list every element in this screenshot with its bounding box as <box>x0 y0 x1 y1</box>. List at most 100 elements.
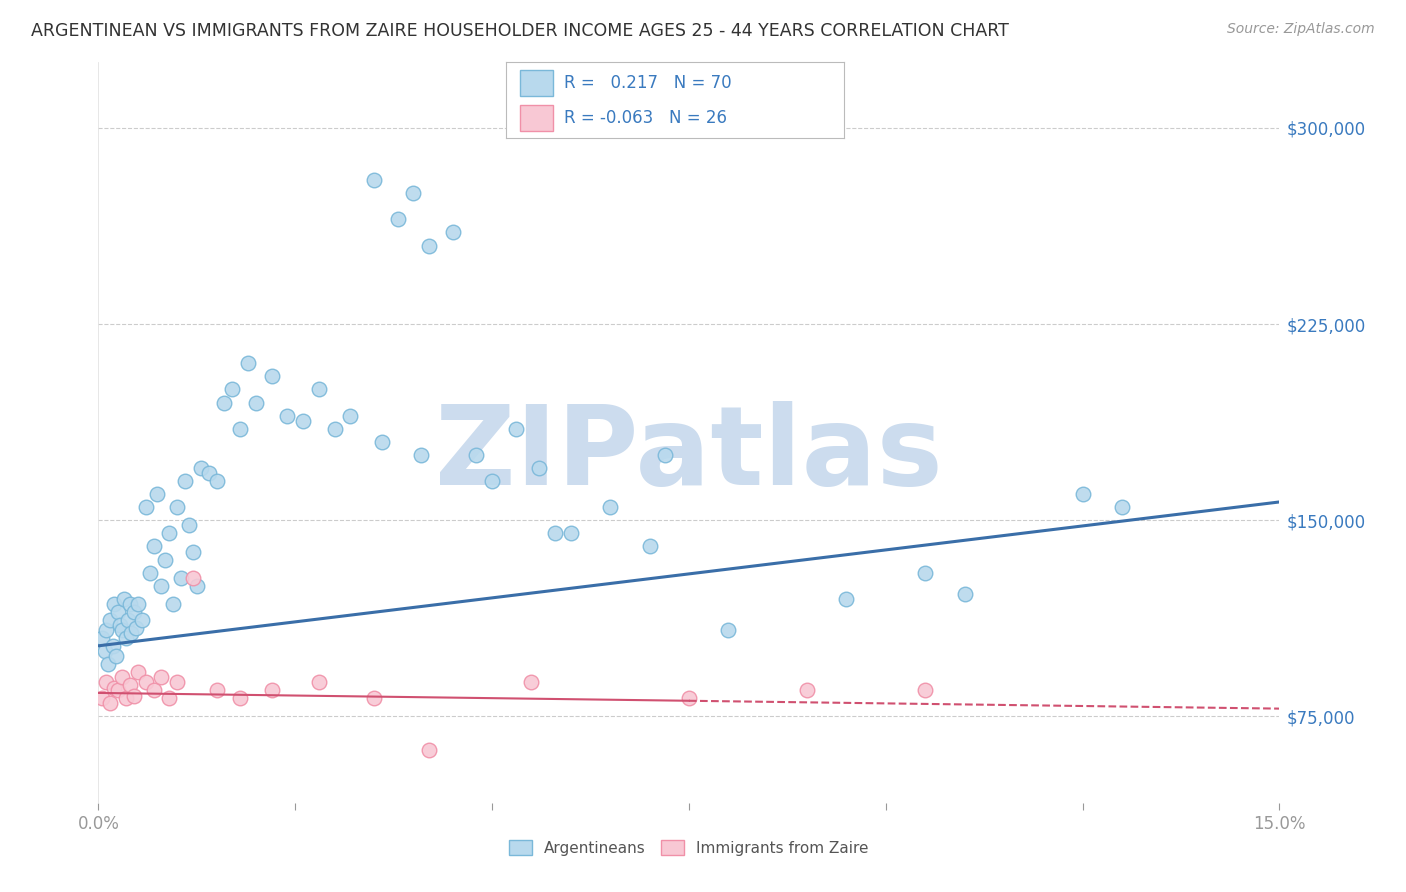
Point <box>166 675 188 690</box>
Point <box>121 625 143 640</box>
Point <box>103 681 125 695</box>
Point <box>131 613 153 627</box>
Point <box>103 597 125 611</box>
Point <box>181 571 204 585</box>
Point <box>118 678 141 692</box>
Point <box>111 670 134 684</box>
Point <box>260 369 283 384</box>
Point <box>96 623 118 637</box>
Point <box>481 474 503 488</box>
Point <box>418 743 440 757</box>
Point <box>127 597 149 611</box>
Point <box>112 591 135 606</box>
Point <box>170 571 193 585</box>
Point <box>236 356 259 370</box>
Point <box>190 461 212 475</box>
Legend: Argentineans, Immigrants from Zaire: Argentineans, Immigrants from Zaire <box>503 834 875 862</box>
Point <box>363 173 385 187</box>
Point <box>186 579 208 593</box>
Point <box>529 461 551 475</box>
Point <box>98 613 121 627</box>
Point <box>125 620 148 634</box>
Point <box>914 566 936 580</box>
Point <box>101 639 124 653</box>
Point <box>166 500 188 515</box>
Point <box>520 675 543 690</box>
Point <box>229 691 252 706</box>
Point <box>1111 500 1133 515</box>
Point <box>914 683 936 698</box>
Point <box>157 691 180 706</box>
Point <box>835 591 858 606</box>
Point <box>387 212 409 227</box>
Point <box>142 540 165 554</box>
Point <box>953 586 976 600</box>
Text: Source: ZipAtlas.com: Source: ZipAtlas.com <box>1227 22 1375 37</box>
Point <box>135 500 157 515</box>
Point <box>214 395 236 409</box>
Point <box>363 691 385 706</box>
Point <box>150 670 173 684</box>
Point <box>308 675 330 690</box>
Point <box>117 613 139 627</box>
Point <box>205 683 228 698</box>
Point <box>157 526 180 541</box>
Point <box>229 422 252 436</box>
Point <box>122 689 145 703</box>
Point <box>155 552 177 566</box>
Point <box>1071 487 1094 501</box>
Point <box>91 691 114 706</box>
Point <box>245 395 267 409</box>
Point <box>110 618 132 632</box>
Point <box>118 597 141 611</box>
Point <box>418 238 440 252</box>
Point <box>441 226 464 240</box>
Point <box>181 544 204 558</box>
Point <box>97 657 120 672</box>
Point <box>544 526 567 541</box>
Point <box>107 605 129 619</box>
Bar <box>520 70 554 95</box>
Point <box>146 487 169 501</box>
Point <box>560 526 582 541</box>
Point <box>221 383 243 397</box>
Point <box>411 448 433 462</box>
Point <box>115 691 138 706</box>
Point <box>162 597 184 611</box>
Point <box>796 683 818 698</box>
Point <box>122 605 145 619</box>
Point <box>205 474 228 488</box>
Point <box>260 683 283 698</box>
Point <box>107 683 129 698</box>
Point <box>96 675 118 690</box>
Point <box>174 474 197 488</box>
Point <box>323 422 346 436</box>
Point <box>654 448 676 462</box>
Point <box>292 414 315 428</box>
Point <box>308 383 330 397</box>
Point <box>135 675 157 690</box>
Point <box>91 631 114 645</box>
Point <box>177 518 200 533</box>
Point <box>138 566 160 580</box>
Text: R = -0.063   N = 26: R = -0.063 N = 26 <box>564 109 727 127</box>
Point <box>678 691 700 706</box>
Point <box>93 644 115 658</box>
Point <box>142 683 165 698</box>
Point <box>638 540 661 554</box>
Text: ZIPatlas: ZIPatlas <box>434 401 943 508</box>
Point <box>717 623 740 637</box>
Point <box>127 665 149 679</box>
Point <box>599 500 621 515</box>
Text: ARGENTINEAN VS IMMIGRANTS FROM ZAIRE HOUSEHOLDER INCOME AGES 25 - 44 YEARS CORRE: ARGENTINEAN VS IMMIGRANTS FROM ZAIRE HOU… <box>31 22 1010 40</box>
Point <box>465 448 488 462</box>
Point <box>104 649 127 664</box>
Point <box>339 409 361 423</box>
Point <box>276 409 298 423</box>
Bar <box>520 105 554 130</box>
Point <box>115 631 138 645</box>
Text: R =   0.217   N = 70: R = 0.217 N = 70 <box>564 74 731 92</box>
Point <box>371 434 394 449</box>
Point <box>150 579 173 593</box>
Point <box>197 466 219 480</box>
